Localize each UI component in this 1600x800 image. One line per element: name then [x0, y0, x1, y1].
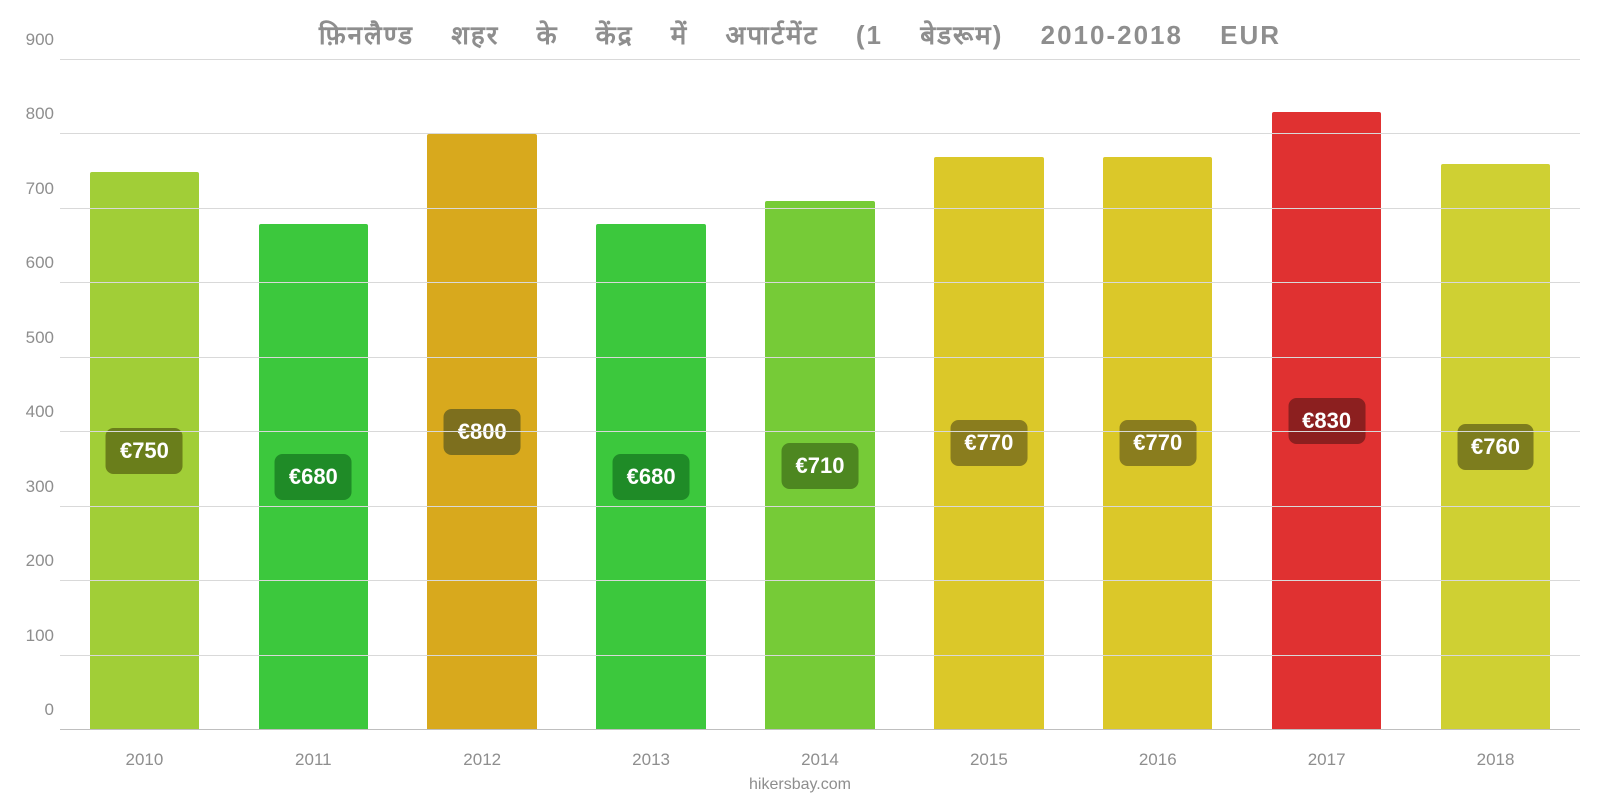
x-tick-label: 2017 — [1308, 750, 1346, 770]
grid-line — [60, 506, 1580, 507]
y-tick-label: 100 — [10, 626, 54, 646]
y-tick-label: 800 — [10, 104, 54, 124]
x-tick-label: 2013 — [632, 750, 670, 770]
x-tick-label: 2011 — [295, 750, 332, 770]
bar-value-pill: €770 — [950, 420, 1027, 466]
grid-line — [60, 357, 1580, 358]
bar-value-pill: €830 — [1288, 398, 1365, 444]
y-tick-label: 500 — [10, 328, 54, 348]
y-tick-label: 900 — [10, 30, 54, 50]
bar: €750 — [90, 172, 199, 730]
bar: €770 — [934, 157, 1043, 730]
y-tick-label: 400 — [10, 402, 54, 422]
chart-title: फ़िनलैण्ड शहर के केंद्र में अपार्टमेंट (… — [0, 0, 1600, 52]
bar: €770 — [1103, 157, 1212, 730]
bar: €830 — [1272, 112, 1381, 730]
x-tick-label: 2018 — [1477, 750, 1515, 770]
x-tick-label: 2012 — [463, 750, 501, 770]
bar: €760 — [1441, 164, 1550, 730]
bar-value-pill: €750 — [106, 428, 183, 474]
attribution-text: hikersbay.com — [749, 776, 851, 794]
grid-line — [60, 282, 1580, 283]
grid-line — [60, 59, 1580, 60]
y-tick-label: 600 — [10, 253, 54, 273]
bars-layer: €750 €680 €800 €680 €710 €770 €770 €830 €760 — [60, 60, 1580, 730]
y-tick-label: 700 — [10, 179, 54, 199]
bar-value-pill: €770 — [1119, 420, 1196, 466]
y-tick-label: 300 — [10, 477, 54, 497]
grid-line — [60, 208, 1580, 209]
bar-value-pill: €710 — [782, 443, 859, 489]
x-tick-label: 2015 — [970, 750, 1008, 770]
y-tick-label: 0 — [10, 700, 54, 720]
x-tick-label: 2016 — [1139, 750, 1177, 770]
grid-line — [60, 580, 1580, 581]
plot-area: €750€680€800€680€710€770€770€830€760 010… — [60, 60, 1580, 730]
grid-line — [60, 133, 1580, 134]
grid-line — [60, 431, 1580, 432]
bar-value-pill: €680 — [275, 454, 352, 500]
x-tick-label: 2014 — [801, 750, 839, 770]
bar-chart: फ़िनलैण्ड शहर के केंद्र में अपार्टमेंट (… — [0, 0, 1600, 800]
bar-value-pill: €680 — [613, 454, 690, 500]
grid-line — [60, 655, 1580, 656]
y-tick-label: 200 — [10, 551, 54, 571]
bar-value-pill: €800 — [444, 409, 521, 455]
x-axis-line — [60, 729, 1580, 730]
x-tick-label: 2010 — [126, 750, 164, 770]
bar: €710 — [765, 201, 874, 730]
